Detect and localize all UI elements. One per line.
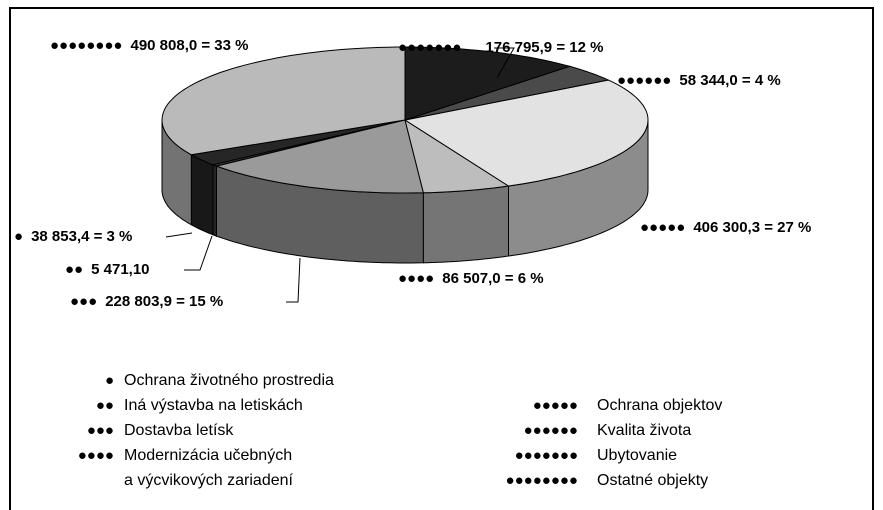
data-label: 5 471,10 <box>91 261 149 278</box>
data-label: 406 300,3 = 27 % <box>693 219 811 236</box>
data-label-marker: ●●●● <box>398 270 434 287</box>
data-label-marker: ●●● <box>70 293 97 310</box>
legend-marker: ●●●●● <box>532 397 578 414</box>
legend-marker: ●●● <box>86 422 114 439</box>
pie-slice <box>404 46 572 121</box>
data-label-marker: ●●●●●●●● <box>50 37 122 54</box>
pie <box>161 46 649 264</box>
data-label-marker: ●●●●● <box>640 219 685 236</box>
legend-label: Iná výstavba na letiskách <box>124 397 303 414</box>
data-label: 228 803,9 = 15 % <box>105 293 223 310</box>
data-label-marker: ●●●●●● <box>617 72 671 89</box>
pie-side <box>212 164 217 238</box>
legend-marker: ● <box>104 372 114 389</box>
pie-slice <box>404 65 610 121</box>
legend-label: Ostatné objekty <box>597 472 709 489</box>
legend-marker: ●●●●●●● <box>514 447 578 464</box>
pie-slice <box>403 79 649 187</box>
data-label: 58 344,0 = 4 % <box>679 72 780 89</box>
pie-slice <box>161 46 406 156</box>
pie-slice <box>404 118 510 194</box>
legend-marker: ●● <box>95 397 114 414</box>
data-label-marker: ●●●●●●● <box>398 39 461 56</box>
data-label: 490 808,0 = 33 % <box>130 37 248 54</box>
legend-label: Ubytovanie <box>597 447 678 464</box>
legend-label: Kvalita života <box>597 422 692 439</box>
data-label: 176 795,9 = 12 % <box>485 39 603 56</box>
frame <box>9 7 874 510</box>
legend-label: Modernizácia učebných a výcvikových zari… <box>124 447 293 489</box>
data-label-marker: ● <box>14 228 23 245</box>
data-label: 38 853,4 = 3 % <box>31 228 132 245</box>
legend-label: Ochrana objektov <box>597 397 723 414</box>
legend-marker: ●●●●●● <box>523 422 578 439</box>
leader-line <box>165 232 193 238</box>
legend-marker: ●●●●●●●● <box>505 472 578 489</box>
legend-label: Dostavba letísk <box>124 422 234 439</box>
data-label: 86 507,0 = 6 % <box>442 270 543 287</box>
leader-lines <box>165 47 515 303</box>
data-label-marker: ●● <box>65 261 83 278</box>
legend-label: Ochrana životného prostredia <box>124 372 334 389</box>
leader-line <box>494 47 515 79</box>
pie-side <box>190 154 214 236</box>
leader-line <box>286 257 301 303</box>
leader-line <box>184 235 213 271</box>
pie-side <box>422 185 509 264</box>
legend-marker: ●●●● <box>77 447 114 464</box>
pie-slice <box>214 119 425 194</box>
